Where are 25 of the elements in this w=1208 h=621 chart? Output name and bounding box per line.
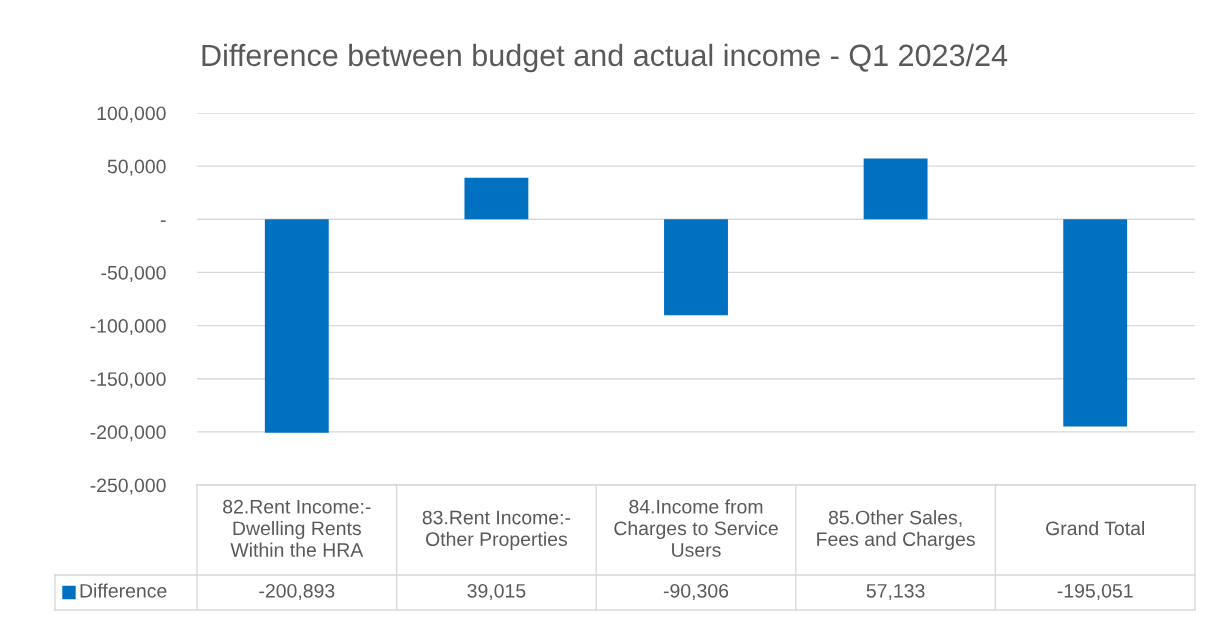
bar [464,177,529,220]
y-tick-label: -250,000 [90,478,166,495]
data-label: 39,015 [467,583,526,601]
bar [264,219,329,433]
data-label: -90,306 [663,583,729,601]
data-label: 57,133 [866,583,925,601]
x-tick-label: 82.Rent Income:- Dwelling Rents Within the HRA [223,499,371,557]
legend-label: Difference [80,583,167,598]
x-tick-label: 85.Other Sales, Fees and Charges [817,510,975,550]
x-tick-label: Grand Total [1046,520,1144,536]
y-tick-label: -100,000 [90,319,166,336]
chart-title: Difference between budget and actual income - Q1 2023/24 [202,43,1008,73]
bar [664,219,728,316]
y-tick-label: -200,000 [90,425,166,442]
bar [1063,219,1128,427]
y-tick-label: -150,000 [90,372,166,389]
y-tick-label: 100,000 [97,106,166,123]
data-label: -200,893 [259,583,335,601]
y-tick-label: - [160,220,166,222]
data-label: -195,051 [1057,583,1133,601]
y-tick-label: -50,000 [101,265,166,282]
y-tick-label: 50,000 [107,159,166,176]
x-tick-label: 83.Rent Income:- Other Properties [422,510,571,550]
x-tick-label: 84.Income from Charges to Service Users [614,499,778,557]
bar [863,158,928,220]
